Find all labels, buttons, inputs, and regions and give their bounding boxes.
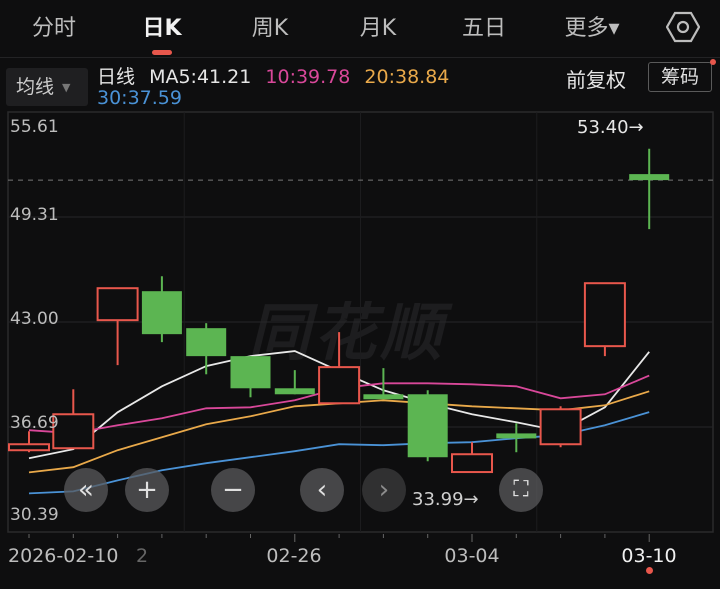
candle [583,282,626,357]
price-adjust-toggle[interactable]: 前复权 [566,68,626,92]
active-tab-indicator [152,50,172,55]
min-price-label: 33.99→ [412,489,479,510]
candle [451,442,493,474]
candle [496,423,537,453]
candle-body [496,433,537,439]
candle [230,356,271,398]
ma-legend-prefix: 日线 [97,66,136,88]
candle-body [230,356,271,389]
candle [52,389,95,450]
indicator-select[interactable]: 均线 ▼ [6,68,88,106]
tab-monthly-k[interactable]: 月K [359,16,397,41]
candle [363,368,404,400]
y-tick-label: 55.61 [10,117,59,137]
chip-distribution-button[interactable]: 筹码 [648,62,712,92]
scroll-left-fast-button[interactable]: « [64,468,108,512]
ma-legend: 日线 MA5:41.21 10:39.78 20:38.84 [97,62,457,89]
header-divider [0,57,720,58]
y-tick-label: 36.69 [10,413,59,433]
x-tick-label: 2 [136,545,149,567]
tab-daily-k[interactable]: 日K [142,16,182,41]
zoom-out-button[interactable]: − [211,468,255,512]
fullscreen-button[interactable]: ⛶ [499,468,543,512]
ma10-value: 10:39.78 [265,66,351,88]
settings-icon[interactable] [666,10,700,44]
y-tick-label: 30.39 [10,505,59,525]
candle-body [318,366,361,405]
y-tick-label: 43.00 [10,309,59,329]
ma-legend-line2: 30:37.59 [97,87,190,109]
candles [8,148,670,474]
y-tick-label: 49.31 [10,205,59,225]
candle-body [407,394,448,458]
x-tick-label: 03-10 [621,545,677,567]
candle-body [186,328,227,357]
candle-body [96,287,139,322]
candle-body [52,413,95,450]
tab-weekly-k[interactable]: 周K [251,16,289,41]
candle [274,370,315,395]
tab-more[interactable]: 更多▾ [564,16,620,41]
candle-body [274,388,315,395]
candle [318,332,361,405]
ma5-value: MA5:41.21 [149,66,252,88]
candle [8,431,50,453]
candle-body [451,453,493,474]
caret-down-icon: ▼ [62,80,71,94]
x-ticks [28,534,650,542]
candle-body [539,408,582,446]
x-tick-label: 02-26 [266,545,322,567]
notification-dot [710,59,716,65]
watermark: 同花顺 [248,296,447,369]
period-tabs: 分时 日K 周K 月K 五日 更多▾ [0,0,720,56]
candle [96,287,139,366]
scroll-left-button[interactable]: ‹ [300,468,344,512]
tab-five-day[interactable]: 五日 [461,16,507,41]
scroll-right-button[interactable]: › [362,468,406,512]
candle [629,148,670,230]
candle-body [363,394,404,400]
ma30-value: 30:37.59 [97,87,182,109]
current-date-dot [646,567,653,574]
candle [407,390,448,462]
candle-body [8,443,50,452]
tab-intraday[interactable]: 分时 [31,16,77,41]
candle-body [629,174,670,181]
ma20-value: 20:38.84 [364,66,450,88]
x-tick-label: 2026-02-10 [8,545,119,567]
candle [186,323,227,375]
indicator-label: 均线 [16,76,55,98]
candle-body [583,282,626,348]
candle [141,276,182,343]
candle-body [141,291,182,335]
x-tick-label: 03-04 [444,545,500,567]
candle [539,406,582,448]
max-price-label: 53.40→ [577,117,644,138]
zoom-in-button[interactable]: + [125,468,169,512]
